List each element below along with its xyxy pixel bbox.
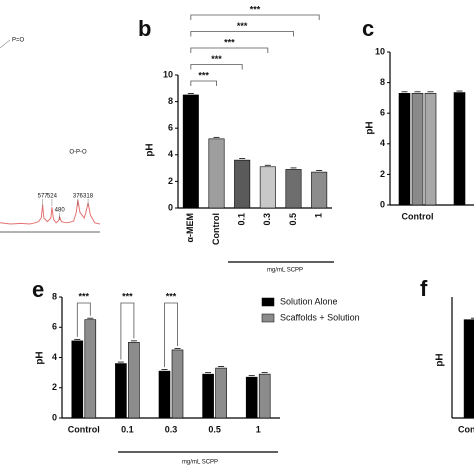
significance-bracket [190, 31, 294, 37]
x-tick-label: 0.1 [121, 424, 134, 434]
significance-bracket [190, 47, 269, 53]
x-tick-label: Control [211, 213, 221, 245]
panel: b pH mg/mL SCPP 0 2 4 6 8 10 α-MEM Control 0.1 0.3 0.… [138, 4, 334, 274]
significance-label: *** [250, 4, 261, 14]
y-tick-label: 8 [380, 77, 385, 87]
legend-swatch [261, 313, 275, 323]
x-tick-label: 0.3 [165, 424, 178, 434]
y-tick-label: 6 [168, 123, 173, 133]
y-tick-label: 6 [380, 108, 385, 118]
bar [285, 169, 302, 209]
bar [71, 340, 84, 419]
panel: c pH 0 2 4 6 8 10 Control [362, 16, 474, 221]
x-tick-label: 0.5 [208, 424, 221, 434]
y-tick-label: 0 [380, 199, 385, 209]
y-tick-label: 2 [380, 169, 385, 179]
x-tick-label: 0.1 [237, 213, 247, 226]
y-tick-label: 2 [52, 382, 57, 392]
y-tick-label: 10 [163, 69, 173, 79]
y-tick-label: 10 [375, 46, 385, 56]
bar [453, 92, 466, 206]
bar [115, 363, 127, 419]
legend-label: Scaffolds + Solution [280, 312, 360, 322]
legend-swatch [261, 297, 275, 307]
x-tick-label: 0.3 [262, 213, 272, 226]
significance-bracket [164, 302, 178, 368]
panel-letter: e [32, 277, 44, 302]
significance-label: *** [211, 54, 222, 64]
peak-label: 577 [38, 194, 49, 200]
peak-label: 376 [73, 194, 84, 200]
bar [398, 93, 411, 206]
bar [424, 93, 437, 206]
significance-bracket [76, 302, 91, 337]
significance-label: *** [224, 37, 235, 47]
y-tick-label: 4 [380, 138, 385, 148]
bar [411, 93, 424, 206]
y-tick-label: 6 [52, 322, 57, 332]
panel-letter: c [362, 16, 374, 41]
peak-label: 480 [55, 208, 66, 214]
y-tick-label: 4 [168, 149, 173, 159]
bar [215, 367, 227, 419]
y-tick-label: 8 [168, 96, 173, 106]
bar [202, 373, 214, 419]
bar [259, 166, 276, 209]
significance-label: *** [79, 291, 90, 301]
y-tick-label: 2 [168, 176, 173, 186]
bar [128, 342, 140, 419]
y-axis-label: pH [35, 351, 46, 364]
panel-letter: b [138, 16, 151, 41]
annotation-line [0, 39, 11, 49]
x-tick-label: Control [402, 211, 434, 221]
x-axis-label: mg/mL SCPP [182, 460, 218, 466]
panel: f pH Control [420, 276, 474, 434]
x-tick-label: Control [68, 424, 100, 434]
peak-label: 318 [83, 194, 94, 200]
x-tick-label: 0.5 [288, 213, 298, 226]
bar [158, 370, 171, 419]
peak-label: 524 [47, 194, 58, 200]
bar [182, 94, 199, 209]
x-tick-label: α-MEM [185, 213, 195, 243]
y-tick-label: 0 [52, 412, 57, 422]
y-tick-label: 0 [168, 202, 173, 212]
y-tick-label: 4 [52, 352, 57, 362]
x-tick-label: 1 [314, 213, 324, 218]
annotation: O-P-O [69, 150, 87, 156]
panel: P=O O-P-O 577 524 480 376 318 [0, 38, 101, 233]
significance-label: *** [166, 291, 177, 301]
x-axis-label: mg/mL SCPP [267, 268, 303, 274]
bar [234, 159, 251, 209]
bar [311, 171, 328, 209]
significance-label: *** [198, 70, 209, 80]
annotation: P=O [12, 38, 25, 44]
bar [463, 319, 474, 419]
bar [171, 349, 184, 419]
significance-bracket [190, 64, 243, 70]
spectrum-line [0, 199, 101, 225]
legend-label: Solution Alone [280, 296, 338, 306]
bar [258, 373, 271, 419]
bar [208, 138, 225, 209]
significance-bracket [190, 80, 217, 86]
panel: e pH mg/mL SCPP 0 2 4 6 8 Control 0.1 0.3 0.5 1 Solut… [32, 277, 360, 466]
panel-letter: f [420, 276, 428, 301]
y-tick-label: 8 [52, 291, 57, 301]
y-axis-label: pH [435, 353, 446, 366]
bar [84, 319, 97, 419]
significance-label: *** [122, 291, 133, 301]
significance-bracket [190, 14, 320, 20]
bar [245, 376, 258, 419]
x-tick-label: Control [458, 424, 474, 434]
x-tick-label: 1 [256, 424, 261, 434]
y-axis-label: pH [365, 121, 376, 134]
significance-bracket [120, 302, 135, 360]
y-axis-label: pH [145, 143, 156, 156]
significance-label: *** [237, 21, 248, 31]
